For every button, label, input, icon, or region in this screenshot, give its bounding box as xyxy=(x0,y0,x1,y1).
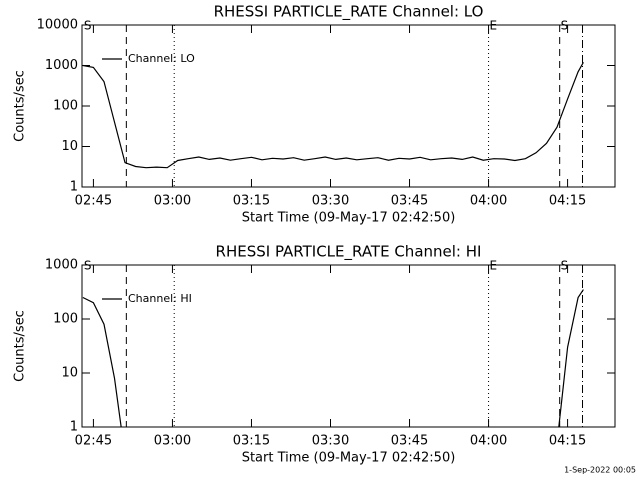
x-tick-label: 03:00 xyxy=(154,434,191,449)
y-tick-label: 1 xyxy=(70,420,78,435)
x-tick-label: 04:00 xyxy=(470,434,507,449)
legend-label: Channel: LO xyxy=(128,52,195,65)
chart-title: RHESSI PARTICLE_RATE Channel: LO xyxy=(214,3,484,22)
y-tick-label: 100 xyxy=(53,312,78,327)
y-tick-label: 100 xyxy=(53,99,78,114)
y-tick-label: 10 xyxy=(61,139,78,154)
x-tick-label: 03:45 xyxy=(391,194,428,209)
legend-label: Channel: HI xyxy=(128,292,192,305)
x-tick-label: 03:30 xyxy=(312,194,349,209)
annotation: S xyxy=(84,19,92,33)
y-tick-label: 1000 xyxy=(45,58,78,73)
plot-area xyxy=(82,289,584,427)
x-axis-label: Start Time (09-May-17 02:42:50) xyxy=(242,211,456,226)
x-axis-label: Start Time (09-May-17 02:42:50) xyxy=(242,451,456,466)
x-tick-label: 02:45 xyxy=(75,434,112,449)
y-tick-label: 10000 xyxy=(37,18,78,33)
y-axis-label: Counts/sec xyxy=(13,70,28,142)
annotation: S xyxy=(561,19,569,33)
annotation: E xyxy=(490,259,498,273)
annotation: E xyxy=(490,19,498,33)
x-tick-label: 04:00 xyxy=(470,194,507,209)
x-tick-label: 02:45 xyxy=(75,194,112,209)
chart-title: RHESSI PARTICLE_RATE Channel: HI xyxy=(216,243,482,262)
y-tick-label: 1 xyxy=(70,180,78,195)
x-tick-label: 03:15 xyxy=(233,194,270,209)
annotation: S xyxy=(84,259,92,273)
x-tick-label: 03:15 xyxy=(233,434,270,449)
x-tick-label: 03:00 xyxy=(154,194,191,209)
plot-area xyxy=(82,62,584,169)
y-tick-label: 10 xyxy=(61,366,78,381)
x-tick-label: 04:15 xyxy=(549,194,586,209)
annotation: S xyxy=(561,259,569,273)
plot-frame xyxy=(81,264,616,428)
x-tick-label: 03:45 xyxy=(391,434,428,449)
x-tick-label: 04:15 xyxy=(549,434,586,449)
series-line xyxy=(82,289,584,427)
y-axis-label: Counts/sec xyxy=(13,310,28,382)
y-tick-label: 1000 xyxy=(45,258,78,273)
series-line xyxy=(82,62,584,169)
footer: 1-Sep-2022 00:05 xyxy=(564,466,636,475)
x-tick-label: 03:30 xyxy=(312,434,349,449)
